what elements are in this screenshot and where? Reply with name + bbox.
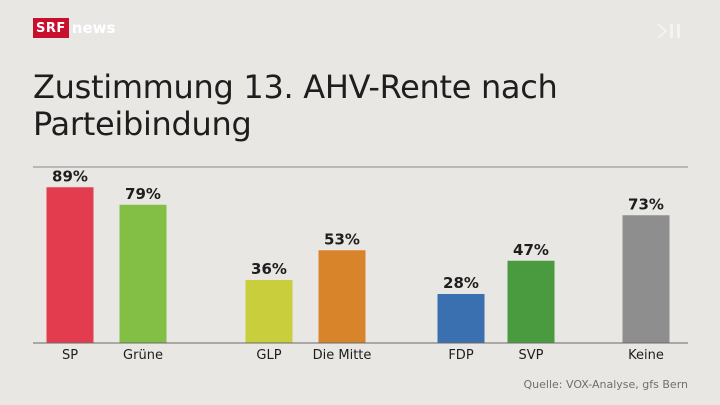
data-label: 79% [125, 185, 161, 203]
srf-news-logo: SRF news [33, 18, 115, 38]
bar-keine [622, 215, 670, 343]
srf-logo-box: SRF [33, 18, 69, 38]
bar-fdp [437, 294, 485, 343]
category-label: SP [62, 348, 78, 363]
category-label: Keine [628, 348, 664, 363]
category-label: FDP [448, 348, 473, 363]
data-label: 73% [628, 195, 664, 213]
bar-grüne [119, 204, 167, 343]
category-label: GLP [256, 348, 281, 363]
data-label: 89% [52, 167, 88, 185]
source-note: Quelle: VOX-Analyse, gfs Bern [523, 378, 688, 391]
bar-die-mitte [318, 250, 366, 343]
chart-title: Zustimmung 13. AHV-Rente nach Parteibind… [33, 68, 558, 143]
data-label: 28% [443, 274, 479, 292]
category-label: SVP [519, 348, 544, 363]
category-label: Grüne [123, 348, 163, 363]
broadcast-watermark-icon [657, 23, 680, 39]
data-label: 53% [324, 230, 360, 248]
bar-svp [507, 260, 555, 343]
category-label: Die Mitte [313, 348, 372, 363]
data-label: 36% [251, 260, 287, 278]
data-label: 47% [513, 241, 549, 259]
bar-glp [245, 280, 293, 343]
news-logo-text: news [71, 19, 116, 37]
bar-sp [46, 187, 94, 343]
